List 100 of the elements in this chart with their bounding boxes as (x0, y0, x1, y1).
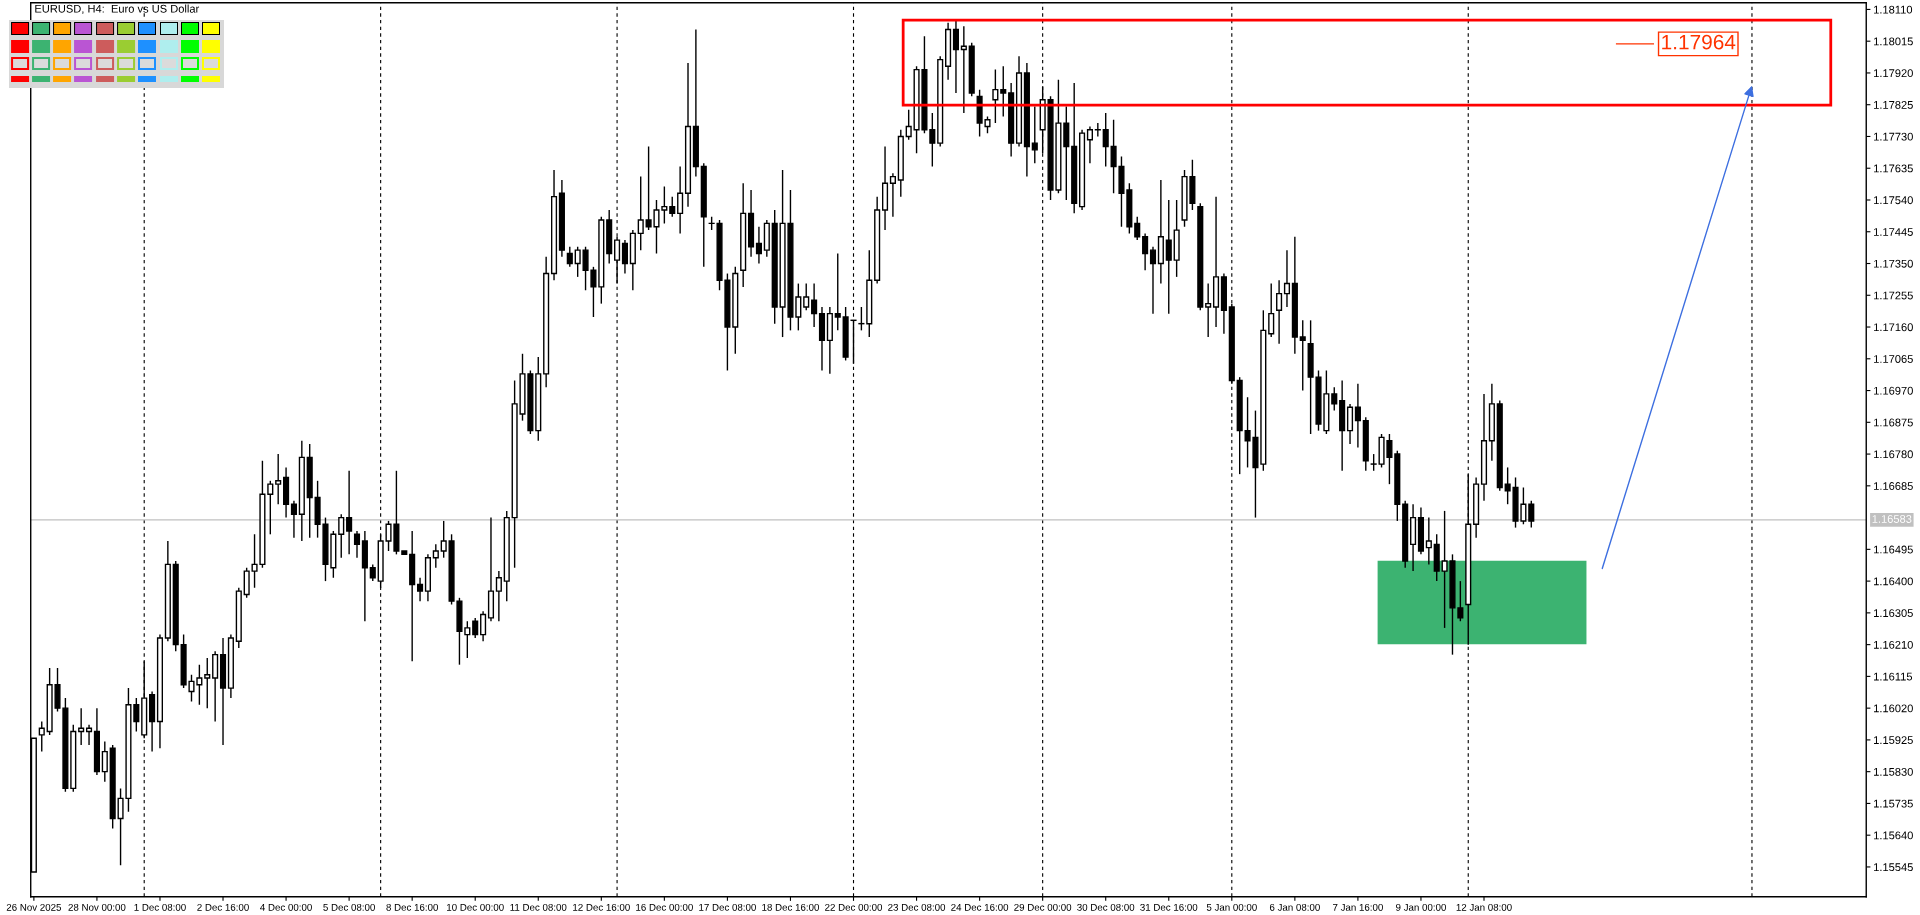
candlestick (1346, 403, 1354, 445)
candlestick (834, 252, 841, 332)
ref-line-label: 1.16583 (1872, 515, 1912, 523)
x-tick-label: 23 Dec 08:00 (888, 903, 946, 911)
candlestick (677, 165, 684, 235)
candlestick (803, 282, 810, 312)
candlestick (1354, 383, 1361, 449)
candlestick (472, 617, 479, 639)
candlestick (1142, 232, 1149, 271)
x-tick-label: 8 Dec 16:00 (386, 903, 438, 911)
candlestick (1299, 319, 1306, 392)
candlestick (755, 226, 762, 265)
x-tick-label: 16 Dec 00:00 (636, 903, 693, 911)
candlestick (992, 68, 999, 124)
x-tick-label: 4 Dec 00:00 (260, 903, 312, 911)
x-tick-label: 12 Dec 16:00 (573, 903, 630, 911)
y-tick-label: 1.17445 (1874, 228, 1913, 236)
y-tick-label: 1.16020 (1874, 704, 1913, 713)
candlestick (1000, 65, 1007, 118)
y-tick-label: 1.16115 (1874, 672, 1913, 681)
candlestick (1205, 282, 1212, 338)
candlestick (1063, 105, 1070, 201)
y-tick-label: 1.15735 (1874, 799, 1913, 808)
y-tick-label: 1.15830 (1874, 767, 1913, 776)
x-tick-label: 17 Dec 08:00 (699, 903, 756, 911)
y-tick-label: 1.17825 (1874, 100, 1913, 109)
y-tick-label: 1.16495 (1874, 545, 1913, 554)
y-tick-label: 1.18110 (1874, 5, 1913, 14)
x-tick-label: 9 Jan 00:00 (1396, 903, 1446, 911)
y-tick-label: 1.16210 (1874, 640, 1913, 649)
y-tick-label: 1.17730 (1874, 132, 1913, 141)
candlestick (889, 172, 896, 218)
candlestick (637, 175, 644, 251)
candlestick (495, 570, 502, 622)
candlestick (290, 500, 298, 539)
annotation: 1.17964 (1662, 34, 1736, 50)
x-tick-label: 28 Nov 00:00 (68, 903, 126, 911)
x-tick-label: 6 Jan 08:00 (1269, 903, 1320, 911)
candlestick (267, 480, 274, 535)
candlestick (353, 530, 361, 559)
y-tick-label: 1.17540 (1874, 196, 1913, 205)
candlestick (204, 657, 211, 709)
y-tick-label: 1.15545 (1874, 863, 1913, 872)
candlestick (566, 246, 573, 268)
candlestick (1149, 246, 1157, 315)
x-tick-label: 12 Jan 08:00 (1456, 903, 1512, 911)
y-tick-label: 1.16685 (1874, 482, 1913, 490)
candlestick (1528, 500, 1535, 529)
candlestick (212, 650, 219, 723)
chart-title: EURUSD, H4: Euro vs US Dollar (35, 4, 200, 15)
x-tick-label: 10 Dec 00:00 (447, 903, 504, 911)
candlestick (621, 239, 629, 275)
candlestick (1031, 105, 1038, 164)
y-tick-label: 1.16400 (1874, 577, 1913, 586)
x-tick-label: 30 Dec 08:00 (1077, 903, 1135, 911)
candlestick (1086, 125, 1094, 164)
y-tick-label: 1.17635 (1874, 164, 1913, 173)
candlestick (346, 470, 353, 556)
x-tick-label: 22 Dec 00:00 (825, 903, 883, 911)
candlestick (338, 513, 345, 559)
y-tick-label: 1.17920 (1874, 69, 1913, 78)
candlestick (1283, 249, 1291, 308)
candlestick (669, 195, 676, 218)
y-tick-label: 1.16875 (1874, 418, 1913, 427)
y-tick-label: 1.17160 (1874, 323, 1913, 332)
candlestick (1276, 279, 1283, 345)
y-tick-label: 1.16780 (1874, 450, 1913, 459)
candlestick (811, 282, 818, 328)
candlestick (1331, 386, 1338, 412)
y-tick-label: 1.17255 (1874, 291, 1913, 300)
x-tick-label: 31 Dec 16:00 (1140, 903, 1198, 911)
candlestick (416, 577, 424, 602)
candlestick (440, 520, 447, 559)
x-tick-label: 7 Jan 16:00 (1333, 903, 1383, 911)
x-tick-label: 11 Dec 08:00 (510, 903, 567, 911)
candlestick (905, 109, 912, 141)
x-tick-label: 2 Dec 16:00 (197, 903, 249, 911)
x-tick-label: 24 Dec 16:00 (951, 903, 1009, 911)
candlestick (432, 543, 439, 569)
y-tick-label: 1.17065 (1874, 355, 1913, 363)
y-tick-label: 1.15640 (1874, 831, 1913, 840)
x-tick-label: 26 Nov 2025 (6, 903, 62, 911)
y-tick-label: 1.16970 (1874, 386, 1913, 395)
candlestick (275, 453, 282, 505)
y-tick-label: 1.15925 (1874, 736, 1913, 745)
y-tick-label: 1.18015 (1874, 37, 1913, 46)
candlestick (1425, 516, 1432, 566)
x-tick-label: 29 Dec 00:00 (1014, 903, 1072, 911)
x-tick-label: 18 Dec 16:00 (762, 903, 819, 911)
x-tick-label: 5 Dec 08:00 (323, 903, 375, 911)
candlestick (1165, 199, 1172, 315)
y-tick-label: 1.17350 (1874, 259, 1913, 268)
x-tick-label: 5 Jan 00:00 (1206, 903, 1257, 911)
candlestick (1268, 282, 1275, 338)
y-tick-label: 1.16305 (1874, 609, 1913, 617)
candlestick (480, 610, 487, 642)
candlestick (101, 740, 108, 783)
candlestick (1102, 112, 1109, 168)
x-tick-label: 1 Dec 08:00 (134, 903, 186, 911)
candlestick (38, 720, 45, 753)
